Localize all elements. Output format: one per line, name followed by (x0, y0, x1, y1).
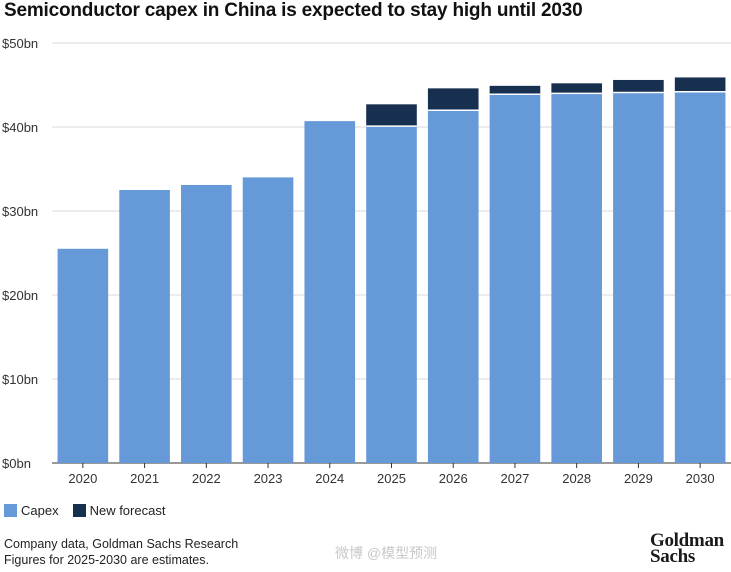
x-tick-label: 2024 (315, 471, 344, 486)
legend-label-new-forecast: New forecast (89, 503, 166, 518)
bar-capex (366, 126, 417, 463)
y-tick-label: $30bn (2, 204, 38, 219)
legend-swatch-capex (4, 504, 17, 517)
bar-new-forecast (551, 83, 602, 94)
bar-new-forecast (674, 77, 726, 92)
y-tick-label: $20bn (2, 288, 38, 303)
x-tick-label: 2030 (686, 471, 715, 486)
legend-item-new-forecast: New forecast (72, 503, 166, 518)
x-tick-label: 2026 (439, 471, 468, 486)
bar-capex (242, 177, 294, 463)
bar-chart: $0bn$10bn$20bn$30bn$40bn$50bn 2020 2021 20… (2, 36, 731, 486)
x-tick-label: 2022 (192, 471, 221, 486)
y-tick-label: $10bn (2, 372, 38, 387)
bar-capex (119, 190, 170, 463)
y-tick-label: $40bn (2, 120, 38, 135)
footer-notes: Company data, Goldman Sachs Research Fig… (4, 537, 238, 568)
estimate-note: Figures for 2025-2030 are estimates. (4, 552, 209, 567)
bar-capex (674, 91, 726, 463)
x-axis-labels: 2020 2021 2022 2023 2024 2025 2026 2027 2028 2029… (68, 463, 715, 486)
y-axis-labels: $0bn $10bn $20bn $30bn $40bn $50bn (2, 36, 38, 471)
legend-swatch-new-forecast (72, 504, 86, 517)
legend: Capex New forecast (4, 503, 165, 518)
bar-capex (304, 121, 356, 464)
source-note: Company data, Goldman Sachs Research (4, 537, 239, 551)
bar-capex (551, 93, 602, 464)
weibo-watermark: 微博 @模型预测 (335, 545, 438, 561)
x-tick-label: 2029 (624, 471, 653, 486)
bar-capex (489, 94, 541, 464)
chart-title: Semiconductor capex in China is expected… (4, 0, 583, 21)
logo-line-2: Sachs (650, 546, 695, 567)
bar-new-forecast (489, 85, 541, 95)
bar-capex (57, 248, 109, 463)
x-tick-label: 2025 (377, 471, 406, 486)
bar-capex (613, 92, 664, 463)
bar-new-forecast (613, 79, 664, 93)
goldman-sachs-logo: Goldman Sachs (650, 530, 724, 567)
x-tick-label: 2020 (68, 471, 97, 486)
bar-new-forecast (366, 104, 417, 127)
logo-line-1: Goldman (650, 530, 724, 551)
bar-capex (181, 184, 232, 463)
bars (57, 77, 726, 464)
x-tick-label: 2027 (500, 471, 529, 486)
bar-capex (427, 110, 479, 463)
y-tick-label: $0bn (2, 456, 31, 471)
x-tick-label: 2023 (254, 471, 283, 486)
legend-label-capex: Capex (21, 503, 59, 518)
x-tick-label: 2028 (562, 471, 591, 486)
legend-item-capex: Capex (4, 503, 59, 518)
y-tick-label: $50bn (2, 36, 38, 51)
x-tick-label: 2021 (130, 471, 159, 486)
bar-new-forecast (427, 88, 479, 111)
